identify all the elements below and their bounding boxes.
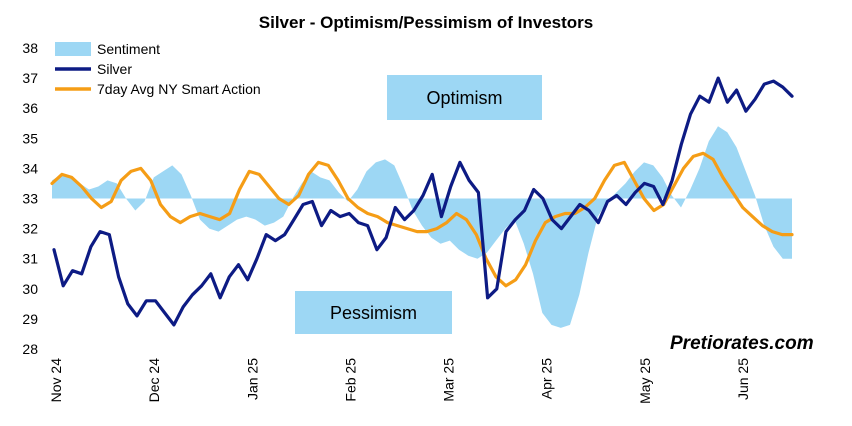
pessimism-label: Pessimism [330,303,417,323]
annotation-layer: Optimism Pessimism [295,75,542,334]
x-tick-label: Apr 25 [539,358,555,399]
optimism-box [387,75,542,120]
y-tick-label: 33 [22,191,38,207]
smart-action-line [50,151,794,288]
y-tick-label: 31 [22,251,38,267]
y-tick-label: 35 [22,130,38,146]
chart-title: Silver - Optimism/Pessimism of Investors [259,13,593,32]
x-tick-label: Feb 25 [342,358,358,402]
watermark: Pretiorates.com [670,333,814,354]
y-tick-label: 30 [22,281,38,297]
y-axis: 38 37 36 35 34 33 32 31 30 29 28 [22,40,38,357]
sentiment-area-layer [52,126,792,328]
legend-label-smart-action: 7day Avg NY Smart Action [97,81,261,97]
silver-line [52,76,794,327]
pessimism-box [295,291,452,334]
y-tick-label: 38 [22,40,38,56]
y-tick-label: 28 [22,341,38,357]
y-tick-label: 34 [22,160,38,176]
y-tick-label: 37 [22,70,38,86]
optimism-label: Optimism [427,88,503,108]
x-tick-label: Jun 25 [735,358,751,400]
sentiment-area [52,126,792,328]
legend-swatch-sentiment [55,42,91,56]
x-tick-label: Mar 25 [441,358,457,402]
legend-label-sentiment: Sentiment [97,41,160,57]
x-tick-label: May 25 [637,358,653,404]
x-tick-label: Nov 24 [48,358,64,403]
y-tick-label: 32 [22,221,38,237]
y-tick-label: 29 [22,311,38,327]
x-tick-label: Jan 25 [244,358,260,400]
x-tick-label: Dec 24 [146,358,162,403]
legend: Sentiment Silver 7day Avg NY Smart Actio… [55,41,261,97]
line-series-layer [50,76,794,327]
legend-label-silver: Silver [97,61,132,77]
y-tick-label: 36 [22,100,38,116]
x-axis: Nov 24 Dec 24 Jan 25 Feb 25 Mar 25 Apr 25 May … [48,358,751,404]
